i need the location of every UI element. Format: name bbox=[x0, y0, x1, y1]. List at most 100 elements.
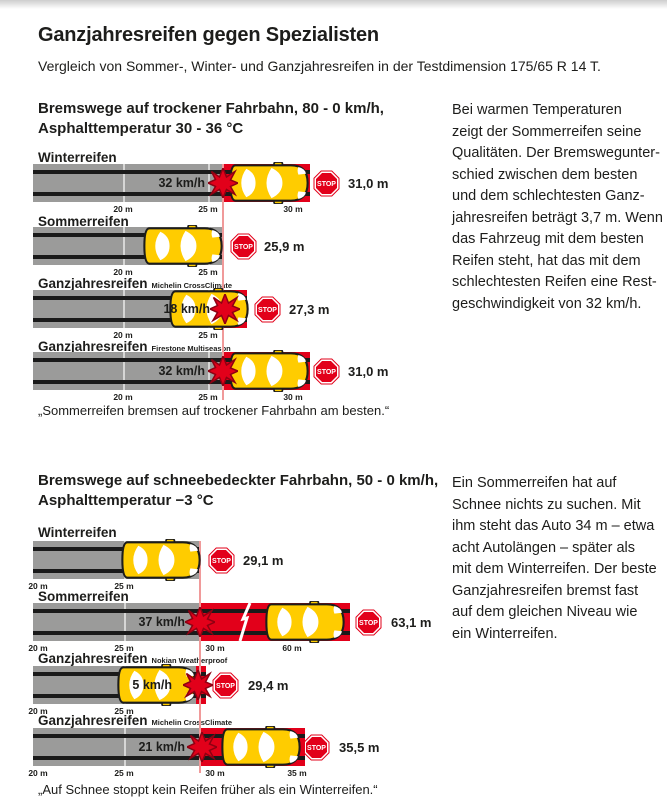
lane-mark bbox=[123, 352, 125, 390]
impact-speed: 32 km/h bbox=[158, 176, 205, 190]
page-subtitle: Vergleich von Sommer-, Winter- und Ganzj… bbox=[38, 58, 601, 74]
road-edge bbox=[33, 609, 350, 613]
distance-value: 27,3 m bbox=[289, 302, 330, 317]
row-label: Ganzjahresreifen Michelin CrossClimate bbox=[38, 713, 232, 728]
row-label: Ganzjahresreifen Michelin CrossClimate bbox=[38, 276, 232, 291]
stop-sign-icon: STOP bbox=[254, 296, 281, 323]
stop-sign-label: STOP bbox=[359, 620, 378, 627]
tire-type-label: Ganzjahresreifen bbox=[38, 276, 148, 291]
axis-tick: 25 m bbox=[114, 581, 134, 591]
lane-mark bbox=[124, 728, 126, 766]
axis-tick: 20 m bbox=[113, 267, 133, 277]
car-icon bbox=[229, 162, 309, 204]
impact-speed: 5 km/h bbox=[132, 678, 172, 692]
axis-tick: 20 m bbox=[113, 392, 133, 402]
row-label: Sommerreifen bbox=[38, 589, 129, 604]
section-quote: „Auf Schnee stoppt kein Reifen früher al… bbox=[38, 782, 378, 797]
axis-tick: 20 m bbox=[28, 706, 48, 716]
axis-tick: 30 m bbox=[205, 643, 225, 653]
braking-bar: 32 km/h bbox=[33, 350, 310, 392]
axis-tick: 30 m bbox=[283, 392, 303, 402]
crash-star-icon bbox=[208, 356, 238, 386]
row-label: Winterreifen bbox=[38, 525, 117, 540]
scale-break-icon bbox=[238, 603, 252, 641]
road-edge bbox=[33, 569, 200, 573]
distance-value: 31,0 m bbox=[348, 364, 389, 379]
axis-tick: 20 m bbox=[113, 204, 133, 214]
braking-bar: 18 km/h bbox=[33, 288, 249, 330]
section-side-text: Bei warmen Temperaturen zeigt der Sommer… bbox=[452, 102, 663, 312]
axis-tick: 20 m bbox=[28, 768, 48, 778]
braking-bar: 37 km/h bbox=[33, 601, 350, 643]
axis-tick: 35 m bbox=[287, 768, 307, 778]
tire-type-label: Winterreifen bbox=[38, 525, 117, 540]
road-edge bbox=[33, 380, 310, 384]
page-title: Ganzjahresreifen gegen Spezialisten bbox=[38, 24, 379, 47]
crash-star-icon bbox=[208, 168, 238, 198]
distance-value: 29,1 m bbox=[243, 553, 284, 568]
lane-mark bbox=[124, 603, 126, 641]
stop-sign-label: STOP bbox=[234, 244, 253, 251]
axis-tick: 30 m bbox=[205, 768, 225, 778]
road-edge bbox=[33, 318, 247, 322]
car-icon bbox=[121, 539, 201, 581]
impact-speed: 37 km/h bbox=[138, 615, 185, 629]
stop-sign-icon: STOP bbox=[355, 609, 382, 636]
distance-value: 63,1 m bbox=[391, 615, 432, 630]
impact-speed: 18 km/h bbox=[163, 302, 210, 316]
tire-brand-label: Michelin CrossClimate bbox=[151, 281, 232, 290]
row-label: Ganzjahresreifen Firestone Multiseason bbox=[38, 339, 231, 354]
distance-value: 35,5 m bbox=[339, 740, 380, 755]
stop-sign-label: STOP bbox=[216, 683, 235, 690]
crash-star-icon bbox=[185, 607, 215, 637]
car-icon bbox=[143, 225, 223, 267]
braking-bar bbox=[33, 225, 223, 267]
braking-bar: 32 km/h bbox=[33, 162, 310, 204]
tire-type-label: Ganzjahresreifen bbox=[38, 713, 148, 728]
stop-sign-label: STOP bbox=[307, 745, 326, 752]
distance-value: 31,0 m bbox=[348, 176, 389, 191]
distance-value: 29,4 m bbox=[248, 678, 289, 693]
road-edge bbox=[33, 233, 223, 237]
axis-tick: 30 m bbox=[283, 204, 303, 214]
road-edge bbox=[33, 192, 310, 196]
row-label: Ganzjahresreifen Nokian Weatherproof bbox=[38, 651, 227, 666]
car-icon bbox=[221, 726, 301, 768]
stop-sign-label: STOP bbox=[258, 307, 277, 314]
lane-mark bbox=[123, 164, 125, 202]
axis-tick: 25 m bbox=[198, 392, 218, 402]
axis-tick: 25 m bbox=[114, 706, 134, 716]
road-edge bbox=[33, 296, 247, 300]
impact-speed: 21 km/h bbox=[138, 740, 185, 754]
braking-bar bbox=[33, 539, 201, 581]
row-label: Sommerreifen bbox=[38, 214, 129, 229]
tire-type-label: Ganzjahresreifen bbox=[38, 651, 148, 666]
car-icon bbox=[265, 601, 345, 643]
axis-tick: 20 m bbox=[28, 643, 48, 653]
tire-brand-label: Firestone Multiseason bbox=[151, 344, 231, 353]
car-icon bbox=[229, 350, 309, 392]
axis-tick: 25 m bbox=[198, 330, 218, 340]
tire-type-label: Sommerreifen bbox=[38, 214, 129, 229]
axis-tick: 25 m bbox=[198, 204, 218, 214]
axis-tick: 25 m bbox=[114, 768, 134, 778]
road-edge bbox=[33, 756, 305, 760]
impact-speed: 32 km/h bbox=[158, 364, 205, 378]
distance-value: 25,9 m bbox=[264, 239, 305, 254]
reference-line bbox=[199, 541, 201, 773]
crash-star-icon bbox=[210, 294, 240, 324]
road-edge bbox=[33, 734, 305, 738]
axis-tick: 60 m bbox=[282, 643, 302, 653]
road-edge bbox=[33, 170, 310, 174]
stop-sign-icon: STOP bbox=[208, 547, 235, 574]
lane-mark bbox=[123, 227, 125, 265]
tire-type-label: Winterreifen bbox=[38, 150, 117, 165]
stop-sign-label: STOP bbox=[317, 369, 336, 376]
stop-sign-label: STOP bbox=[212, 558, 231, 565]
section-heading: Bremswege auf schneebedeckter Fahrbahn, … bbox=[38, 472, 439, 509]
stop-sign-icon: STOP bbox=[230, 233, 257, 260]
road-edge bbox=[33, 255, 223, 259]
axis-tick: 25 m bbox=[114, 643, 134, 653]
section-side-text: Ein Sommerreifen hat auf Schnee nichts z… bbox=[452, 475, 657, 642]
